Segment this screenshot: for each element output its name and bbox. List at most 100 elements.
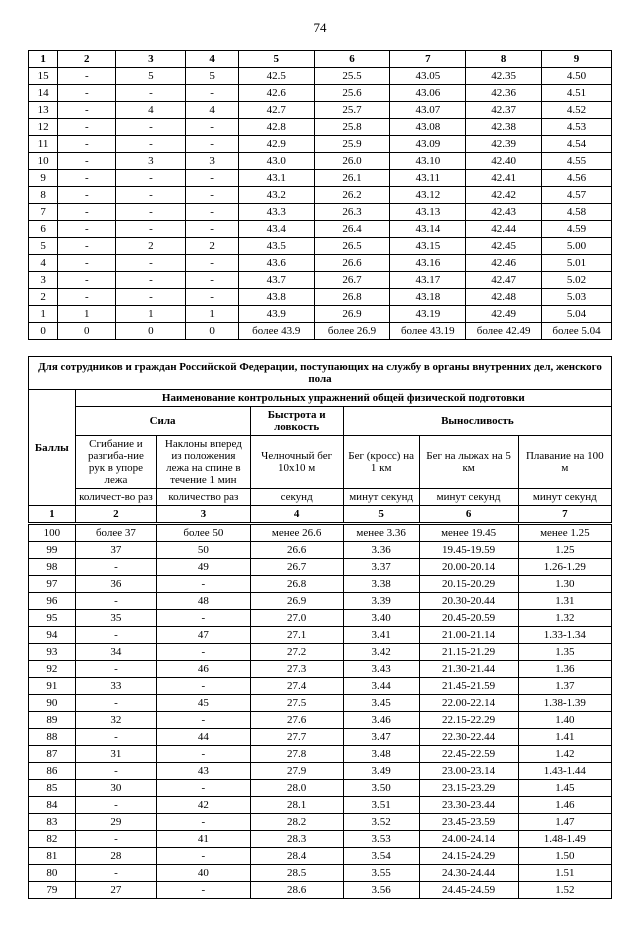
cell: 96: [29, 593, 76, 610]
cell: 5.01: [541, 255, 611, 272]
cell: 11: [29, 136, 58, 153]
table2-num-header-cell: 2: [75, 506, 157, 524]
cell: 43.14: [390, 221, 466, 238]
table2-unit-header: секунд: [250, 489, 343, 506]
cell: 1.47: [518, 814, 611, 831]
cell: 24.00-24.14: [419, 831, 518, 848]
cell: 25.5: [314, 68, 390, 85]
cell: 43.08: [390, 119, 466, 136]
cell: -: [58, 289, 116, 306]
table-row: 6---43.426.443.1442.444.59: [29, 221, 612, 238]
table-row: 14---42.625.643.0642.364.51: [29, 85, 612, 102]
table1-header-cell: 8: [466, 51, 542, 68]
cell: 43.06: [390, 85, 466, 102]
cell: 1.52: [518, 882, 611, 899]
cell: 21.15-21.29: [419, 644, 518, 661]
table2-num-header-cell: 6: [419, 506, 518, 524]
table2-unit-header: минут секунд: [419, 489, 518, 506]
cell: 7: [29, 204, 58, 221]
cell: более 43.9: [238, 323, 314, 340]
table-row: 7927-28.63.5624.45-24.591.52: [29, 882, 612, 899]
table1-header-cell: 1: [29, 51, 58, 68]
table2-num-header-cell: 3: [157, 506, 250, 524]
cell: 3.54: [343, 848, 419, 865]
table-row: 0000более 43.9более 26.9более 43.19более…: [29, 323, 612, 340]
table-row: 5-2243.526.543.1542.455.00: [29, 238, 612, 255]
table2-num-header-cell: 1: [29, 506, 76, 524]
table2-col-header: Челночный бег 10х10 м: [250, 436, 343, 489]
table-row: 98-4926.73.3720.00-20.141.26-1.29: [29, 559, 612, 576]
cell: 4.59: [541, 221, 611, 238]
cell: 5: [186, 68, 238, 85]
col-bally: Баллы: [29, 390, 76, 506]
cell: 13: [29, 102, 58, 119]
cell: 9: [29, 170, 58, 187]
cell: 42.45: [466, 238, 542, 255]
cell: 43.4: [238, 221, 314, 238]
cell: 40: [157, 865, 250, 882]
cell: 42.38: [466, 119, 542, 136]
cell: 14: [29, 85, 58, 102]
cell: 3.39: [343, 593, 419, 610]
table1-header-cell: 2: [58, 51, 116, 68]
table-row: 84-4228.13.5123.30-23.441.46: [29, 797, 612, 814]
cell: 4: [29, 255, 58, 272]
cell: 1.33-1.34: [518, 627, 611, 644]
cell: 3.48: [343, 746, 419, 763]
cell: -: [116, 255, 186, 272]
cell: 35: [75, 610, 157, 627]
cell: 43.16: [390, 255, 466, 272]
cell: 43.17: [390, 272, 466, 289]
cell: 1: [186, 306, 238, 323]
cell: 1.30: [518, 576, 611, 593]
cell: -: [58, 272, 116, 289]
cell: -: [116, 119, 186, 136]
cell: 28.2: [250, 814, 343, 831]
cell: 26.8: [314, 289, 390, 306]
cell: -: [157, 576, 250, 593]
cell: 42.48: [466, 289, 542, 306]
cell: 85: [29, 780, 76, 797]
cell: 27.6: [250, 712, 343, 729]
cell: 89: [29, 712, 76, 729]
cell: 1.42: [518, 746, 611, 763]
cell: 1.31: [518, 593, 611, 610]
table-row: 9736-26.83.3820.15-20.291.30: [29, 576, 612, 593]
cell: 5: [29, 238, 58, 255]
cell: 3.44: [343, 678, 419, 695]
cell: 47: [157, 627, 250, 644]
cell: 42.5: [238, 68, 314, 85]
cell: 43.18: [390, 289, 466, 306]
table-row: 8---43.226.243.1242.424.57: [29, 187, 612, 204]
table-row: 86-4327.93.4923.00-23.141.43-1.44: [29, 763, 612, 780]
cell: 42.9: [238, 136, 314, 153]
cell: 2: [186, 238, 238, 255]
cell: 26.2: [314, 187, 390, 204]
cell: 43: [157, 763, 250, 780]
cell: 42.43: [466, 204, 542, 221]
table2-col-header: Наклоны вперед из положения лежа на спин…: [157, 436, 250, 489]
cell: 2: [29, 289, 58, 306]
cell: -: [186, 221, 238, 238]
cell: -: [58, 187, 116, 204]
cell: 0: [186, 323, 238, 340]
cell: 92: [29, 661, 76, 678]
cell: 34: [75, 644, 157, 661]
cell: -: [58, 68, 116, 85]
cell: 50: [157, 542, 250, 559]
cell: 3.40: [343, 610, 419, 627]
cell: 33: [75, 678, 157, 695]
cell: более 42.49: [466, 323, 542, 340]
table2-title: Для сотрудников и граждан Российской Фед…: [29, 357, 612, 390]
table2-num-header-cell: 7: [518, 506, 611, 524]
table2-num-header-cell: 5: [343, 506, 419, 524]
cell: 42: [157, 797, 250, 814]
cell: 43.3: [238, 204, 314, 221]
cell: 22.30-22.44: [419, 729, 518, 746]
table-row: 3---43.726.743.1742.475.02: [29, 272, 612, 289]
cell: 24.45-24.59: [419, 882, 518, 899]
cell: -: [186, 255, 238, 272]
cell: -: [157, 746, 250, 763]
cell: 43.5: [238, 238, 314, 255]
cell: 1: [29, 306, 58, 323]
